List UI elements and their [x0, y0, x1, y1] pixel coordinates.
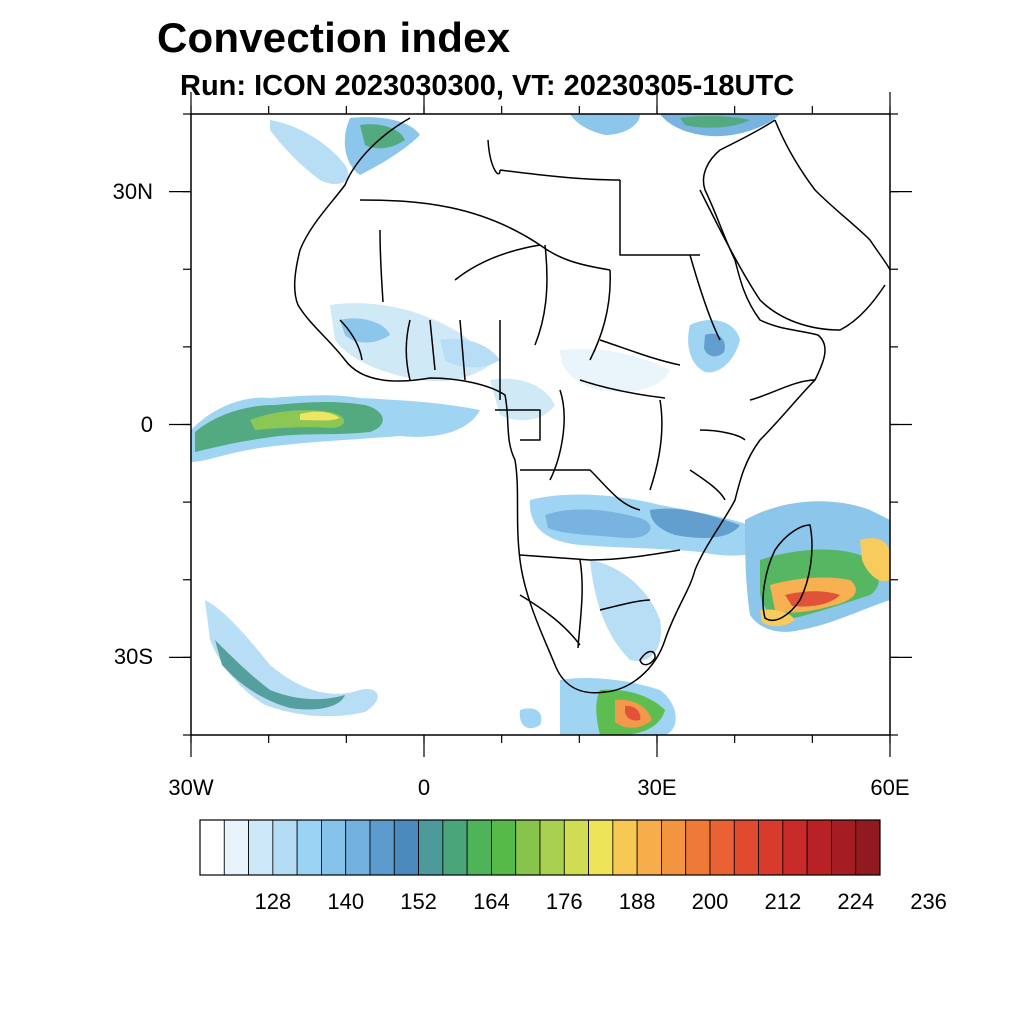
lon-tick-label: 30W: [168, 775, 214, 800]
colorbar-label: 224: [837, 889, 875, 914]
lat-tick-label: 30N: [112, 178, 153, 204]
colorbar-swatch: [806, 819, 832, 876]
lat-tick-label: 0: [140, 411, 153, 437]
colorbar: [199, 819, 881, 876]
colorbar-label: 212: [764, 889, 802, 914]
colorbar-swatch: [612, 819, 638, 876]
colorbar-swatch: [272, 819, 298, 876]
colorbar-label: 164: [473, 889, 510, 914]
colorbar-swatch: [515, 819, 541, 876]
colorbar-swatch: [321, 819, 347, 876]
colorbar-swatch: [636, 819, 662, 876]
colorbar-label: 128: [254, 889, 292, 914]
axis-ticks: [169, 92, 912, 757]
map-title: Convection index: [157, 14, 511, 61]
map-content: [191, 114, 890, 735]
colorbar-swatch: [248, 819, 274, 876]
colorbar-swatch: [539, 819, 565, 876]
colorbar-swatch: [782, 819, 808, 876]
colorbar-swatch: [296, 819, 322, 876]
coastlines-borders: [293, 117, 890, 694]
colorbar-swatch: [588, 819, 614, 876]
convection-shading: [191, 114, 890, 735]
colorbar-label: 140: [327, 889, 365, 914]
colorbar-swatch: [345, 819, 371, 876]
colorbar-swatch: [418, 819, 444, 876]
colorbar-swatch: [709, 819, 735, 876]
colorbar-swatch: [563, 819, 589, 876]
colorbar-swatch: [199, 819, 225, 876]
colorbar-swatch: [369, 819, 395, 876]
colorbar-swatch: [442, 819, 468, 876]
colorbar-swatch: [393, 819, 419, 876]
lon-tick-label: 0: [417, 775, 431, 800]
map-subtitle: Run: ICON 2023030300, VT: 20230305-18UTC: [180, 70, 795, 102]
colorbar-swatch: [466, 819, 492, 876]
colorbar-label: 200: [691, 889, 729, 914]
colorbar-label: 176: [545, 889, 583, 914]
colorbar-swatch: [733, 819, 759, 876]
colorbar-label: 188: [618, 889, 656, 914]
colorbar-swatch: [491, 819, 517, 876]
colorbar-outline: [199, 819, 881, 876]
colorbar-swatch: [661, 819, 687, 876]
colorbar-label: 236: [910, 889, 947, 914]
lon-tick-label: 30E: [637, 775, 677, 800]
colorbar-swatch: [831, 819, 857, 876]
lat-tick-label: 30S: [113, 644, 153, 670]
colorbar-label: 152: [400, 889, 437, 914]
colorbar-swatch: [855, 819, 881, 876]
lon-tick-label: 60E: [870, 775, 910, 800]
colorbar-swatch: [685, 819, 711, 876]
colorbar-swatch: [758, 819, 784, 876]
colorbar-swatch: [223, 819, 249, 876]
